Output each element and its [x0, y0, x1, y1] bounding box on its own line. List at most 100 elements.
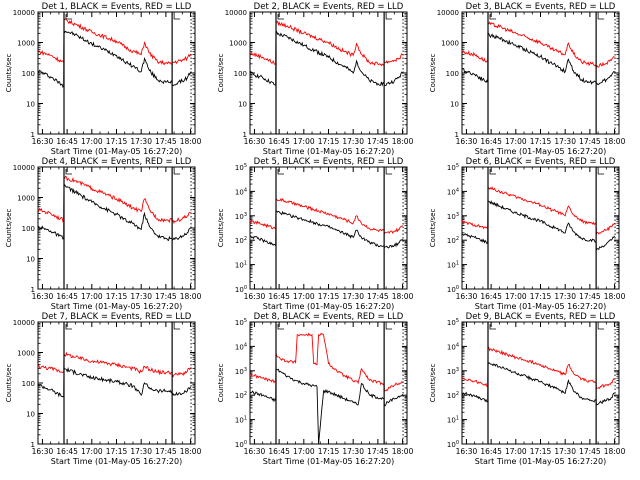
- x-tick-label: 18:00: [604, 447, 626, 456]
- y-tick-label: 100: [234, 70, 247, 78]
- x-tick-label: 16:45: [480, 137, 502, 146]
- x-tick-label: 17:00: [293, 137, 315, 146]
- interval-marker-flag: [385, 324, 393, 330]
- y-tick-label: 105: [447, 163, 459, 172]
- x-tick-label: 18:00: [392, 447, 414, 456]
- y-tick-label: 100: [447, 285, 459, 294]
- detector-panel-9: Det 9, BLACK = Events, RED = LLD Counts/s…: [429, 312, 626, 466]
- y-tick-label: 10: [450, 101, 459, 109]
- series-line-lld: [249, 197, 403, 236]
- x-tick-label: 18:00: [180, 292, 202, 301]
- y-tick-label: 102: [235, 236, 247, 245]
- chart-title: Det 3, BLACK = Events, RED = LLD: [466, 2, 616, 12]
- x-tick-label: 17:00: [81, 292, 103, 301]
- y-axis-label: Counts/sec: [5, 209, 13, 248]
- y-tick-label: 101: [235, 416, 247, 425]
- y-tick-label: 105: [447, 318, 459, 327]
- y-tick-label: 103: [447, 212, 459, 221]
- series-line-events: [37, 184, 191, 242]
- x-tick-label: 17:15: [106, 292, 128, 301]
- x-tick-label: 16:30: [244, 292, 266, 301]
- detector-panel-7: Det 7, BLACK = Events, RED = LLD Counts/s…: [5, 312, 202, 466]
- series-line-lld: [37, 18, 192, 66]
- y-tick-label: 102: [447, 236, 459, 245]
- x-tick-label: 17:00: [505, 292, 527, 301]
- y-axis-label: Counts/sec: [429, 209, 437, 248]
- x-axis-label: Start Time (01-May-05 16:27:20): [475, 302, 606, 311]
- x-tick-label: 16:45: [480, 447, 502, 456]
- y-tick-label: 104: [447, 187, 459, 196]
- x-tick-label: 17:45: [367, 292, 389, 301]
- x-tick-label: 17:00: [505, 447, 527, 456]
- x-axis-label: Start Time (01-May-05 16:27:20): [263, 147, 394, 156]
- y-tick-label: 101: [447, 416, 459, 425]
- chart-title: Det 8, BLACK = Events, RED = LLD: [254, 312, 404, 322]
- y-tick-label: 1: [31, 286, 35, 294]
- plot-frame: [37, 11, 196, 135]
- y-tick-label: 10: [26, 256, 35, 264]
- x-axis-label: Start Time (01-May-05 16:27:20): [263, 302, 394, 311]
- y-tick-label: 100: [22, 380, 35, 388]
- x-tick-label: 17:15: [318, 447, 340, 456]
- series-line-lld: [461, 21, 615, 68]
- x-tick-label: 17:45: [579, 292, 601, 301]
- detector-panel-1: Det 1, BLACK = Events, RED = LLD Counts/s…: [5, 2, 202, 156]
- series-line-events: [461, 361, 615, 406]
- x-axis-label: Start Time (01-May-05 16:27:20): [475, 457, 606, 466]
- plot-frame: [249, 321, 408, 445]
- plot-frame: [37, 166, 196, 290]
- y-tick-label: 101: [447, 261, 459, 270]
- x-tick-label: 17:15: [106, 137, 128, 146]
- x-tick-label: 16:45: [56, 292, 78, 301]
- detector-panel-8: Det 8, BLACK = Events, RED = LLD Counts/s…: [217, 312, 414, 466]
- x-tick-label: 17:45: [155, 292, 177, 301]
- x-tick-label: 16:45: [56, 137, 78, 146]
- interval-marker-flag: [489, 324, 497, 330]
- interval-marker-flag: [597, 14, 605, 20]
- x-tick-label: 17:15: [318, 137, 340, 146]
- x-tick-label: 17:45: [155, 447, 177, 456]
- series-line-lld: [37, 175, 191, 225]
- x-axis-label: Start Time (01-May-05 16:27:20): [51, 302, 182, 311]
- x-tick-label: 16:45: [268, 137, 290, 146]
- interval-marker-flag: [489, 14, 497, 20]
- x-tick-label: 17:30: [554, 292, 576, 301]
- y-tick-label: 100: [235, 440, 247, 449]
- y-tick-label: 1: [31, 441, 35, 449]
- x-axis-label: Start Time (01-May-05 16:27:20): [475, 147, 606, 156]
- y-tick-label: 103: [235, 212, 247, 221]
- x-tick-label: 16:30: [244, 447, 266, 456]
- x-tick-label: 17:45: [155, 137, 177, 146]
- y-tick-label: 105: [235, 163, 247, 172]
- y-axis-label: Counts/sec: [5, 364, 13, 403]
- x-tick-label: 16:45: [480, 292, 502, 301]
- x-axis-label: Start Time (01-May-05 16:27:20): [263, 457, 394, 466]
- x-axis-label: Start Time (01-May-05 16:27:20): [51, 457, 182, 466]
- y-tick-label: 10000: [13, 164, 35, 172]
- interval-marker-flag: [385, 169, 393, 175]
- x-tick-label: 17:45: [579, 447, 601, 456]
- x-tick-label: 17:00: [81, 447, 103, 456]
- detector-panel-5: Det 5, BLACK = Events, RED = LLD Counts/s…: [217, 157, 414, 311]
- y-axis-label: Counts/sec: [217, 209, 225, 248]
- interval-marker-flag: [277, 169, 285, 175]
- interval-marker-flag: [173, 14, 181, 20]
- series-line-lld: [461, 185, 615, 235]
- detector-panel-4: Det 4, BLACK = Events, RED = LLD Counts/s…: [5, 157, 202, 311]
- series-line-lld: [461, 346, 615, 390]
- y-axis-label: Counts/sec: [217, 364, 225, 403]
- x-tick-label: 16:30: [32, 292, 54, 301]
- y-tick-label: 102: [235, 391, 247, 400]
- interval-marker-flag: [173, 169, 181, 175]
- x-tick-label: 17:15: [530, 447, 552, 456]
- series-line-lld: [249, 332, 403, 392]
- detector-panel-2: Det 2, BLACK = Events, RED = LLD Counts/s…: [217, 2, 414, 156]
- y-tick-label: 100: [447, 440, 459, 449]
- series-line-events: [37, 30, 192, 89]
- y-tick-label: 1: [31, 131, 35, 139]
- x-tick-label: 16:30: [32, 137, 54, 146]
- interval-marker-flag: [597, 169, 605, 175]
- y-tick-label: 1: [243, 131, 247, 139]
- x-tick-label: 18:00: [604, 292, 626, 301]
